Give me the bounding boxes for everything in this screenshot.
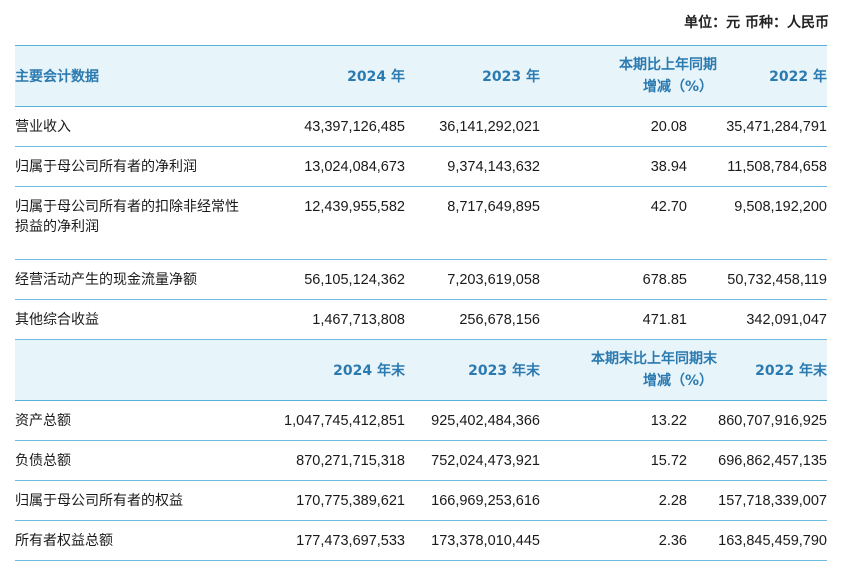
table-header-row: 主要会计数据 2024 年 2023 年 本期比上年同期 增减（%） 2022 … — [15, 45, 827, 107]
value-change: 20.08 — [540, 106, 717, 147]
row-label: 经营活动产生的现金流量净额 — [15, 259, 267, 300]
value-2022: 860,707,916,925 — [717, 400, 827, 441]
row-label: 营业收入 — [15, 106, 267, 147]
value-2022: 342,091,047 — [717, 299, 827, 340]
header-year-2023: 2023 年 — [405, 45, 540, 107]
value-2022: 157,718,339,007 — [717, 480, 827, 521]
value-2023: 166,969,253,616 — [405, 480, 540, 521]
value-2024: 43,397,126,485 — [267, 106, 405, 147]
unit-currency-label: 单位：元 币种：人民币 — [684, 15, 829, 31]
value-change: 2.28 — [540, 480, 717, 521]
value-2024: 170,775,389,621 — [267, 480, 405, 521]
row-label-line2: 损益的净利润 — [15, 219, 99, 235]
value-2024: 56,105,124,362 — [267, 259, 405, 300]
row-label: 所有者权益总额 — [15, 520, 267, 561]
header-change-line2: 增减（%） — [642, 373, 713, 389]
table-row: 经营活动产生的现金流量净额 56,105,124,362 7,203,619,0… — [15, 259, 827, 300]
header-change: 本期末比上年同期末 增减（%） — [540, 339, 717, 401]
value-2023: 8,717,649,895 — [405, 186, 540, 260]
value-2023: 7,203,619,058 — [405, 259, 540, 300]
value-change: 2.36 — [540, 520, 717, 561]
header-change-line2: 增减（%） — [642, 79, 713, 95]
table-row: 归属于母公司所有者的净利润 13,024,084,673 9,374,143,6… — [15, 146, 827, 187]
header-year-end-2024: 2024 年末 — [267, 339, 405, 401]
header-change: 本期比上年同期 增减（%） — [540, 45, 717, 107]
value-2023: 36,141,292,021 — [405, 106, 540, 147]
header-year-2022: 2022 年 — [717, 45, 827, 107]
table-row: 归属于母公司所有者的权益 170,775,389,621 166,969,253… — [15, 480, 827, 521]
table-row: 营业收入 43,397,126,485 36,141,292,021 20.08… — [15, 106, 827, 147]
table-row: 所有者权益总额 177,473,697,533 173,378,010,445 … — [15, 520, 827, 561]
value-2024: 1,467,713,808 — [267, 299, 405, 340]
row-label: 归属于母公司所有者的权益 — [15, 480, 267, 521]
header-change-line1: 本期比上年同期 — [619, 57, 717, 73]
value-2023: 9,374,143,632 — [405, 146, 540, 187]
header-year-end-2022: 2022 年末 — [717, 339, 827, 401]
value-2022: 9,508,192,200 — [717, 186, 827, 260]
value-change: 471.81 — [540, 299, 717, 340]
value-2024: 1,047,745,412,851 — [267, 400, 405, 441]
table-row: 资产总额 1,047,745,412,851 925,402,484,366 1… — [15, 400, 827, 441]
table-row: 负债总额 870,271,715,318 752,024,473,921 15.… — [15, 440, 827, 481]
value-2022: 163,845,459,790 — [717, 520, 827, 561]
value-2024: 12,439,955,582 — [267, 186, 405, 260]
row-label-line1: 归属于母公司所有者的扣除非经常性 — [15, 199, 239, 215]
value-2023: 925,402,484,366 — [405, 400, 540, 441]
value-2023: 256,678,156 — [405, 299, 540, 340]
row-label: 归属于母公司所有者的扣除非经常性 损益的净利润 — [15, 186, 267, 260]
value-2023: 752,024,473,921 — [405, 440, 540, 481]
value-2024: 177,473,697,533 — [267, 520, 405, 561]
row-label: 负债总额 — [15, 440, 267, 481]
row-label: 其他综合收益 — [15, 299, 267, 340]
value-change: 13.22 — [540, 400, 717, 441]
header-indicator — [15, 339, 267, 401]
value-2022: 11,508,784,658 — [717, 146, 827, 187]
value-2022: 696,862,457,135 — [717, 440, 827, 481]
header-year-2024: 2024 年 — [267, 45, 405, 107]
value-change: 678.85 — [540, 259, 717, 300]
header-indicator: 主要会计数据 — [15, 45, 267, 107]
value-change: 38.94 — [540, 146, 717, 187]
value-2022: 35,471,284,791 — [717, 106, 827, 147]
table-row: 其他综合收益 1,467,713,808 256,678,156 471.81 … — [15, 299, 827, 340]
row-label: 资产总额 — [15, 400, 267, 441]
key-accounting-data-table: 主要会计数据 2024 年 2023 年 本期比上年同期 增减（%） 2022 … — [15, 45, 827, 561]
header-change-line1: 本期末比上年同期末 — [591, 351, 717, 367]
header-year-end-2023: 2023 年末 — [405, 339, 540, 401]
value-change: 42.70 — [540, 186, 717, 260]
value-change: 15.72 — [540, 440, 717, 481]
row-label: 归属于母公司所有者的净利润 — [15, 146, 267, 187]
value-2022: 50,732,458,119 — [717, 259, 827, 300]
table-row: 归属于母公司所有者的扣除非经常性 损益的净利润 12,439,955,582 8… — [15, 186, 827, 260]
value-2024: 870,271,715,318 — [267, 440, 405, 481]
value-2024: 13,024,084,673 — [267, 146, 405, 187]
table-header-row: 2024 年末 2023 年末 本期末比上年同期末 增减（%） 2022 年末 — [15, 339, 827, 401]
value-2023: 173,378,010,445 — [405, 520, 540, 561]
